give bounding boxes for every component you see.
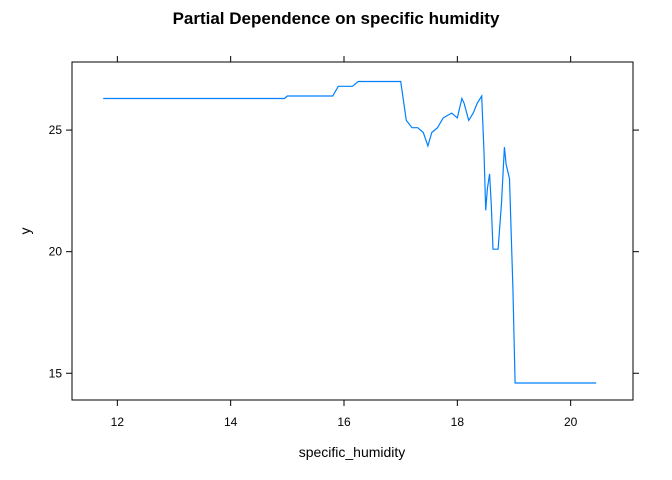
y-tick-label: 20 (49, 245, 63, 259)
axis-ticks: 12 14 16 18 20 15 20 25 (49, 56, 639, 429)
y-axis-label: y (17, 228, 33, 235)
chart-title: Partial Dependence on specific humidity (173, 9, 500, 28)
x-axis-label: specific_humidity (299, 444, 406, 460)
x-tick-label: 20 (564, 415, 578, 429)
y-tick-label: 25 (49, 123, 63, 137)
plot-frame (71, 61, 634, 401)
y-tick-label: 15 (49, 366, 63, 380)
x-tick-label: 16 (337, 415, 351, 429)
x-tick-label: 18 (451, 415, 465, 429)
x-tick-label: 12 (111, 415, 125, 429)
x-tick-label: 14 (224, 415, 238, 429)
series-line (103, 80, 597, 384)
